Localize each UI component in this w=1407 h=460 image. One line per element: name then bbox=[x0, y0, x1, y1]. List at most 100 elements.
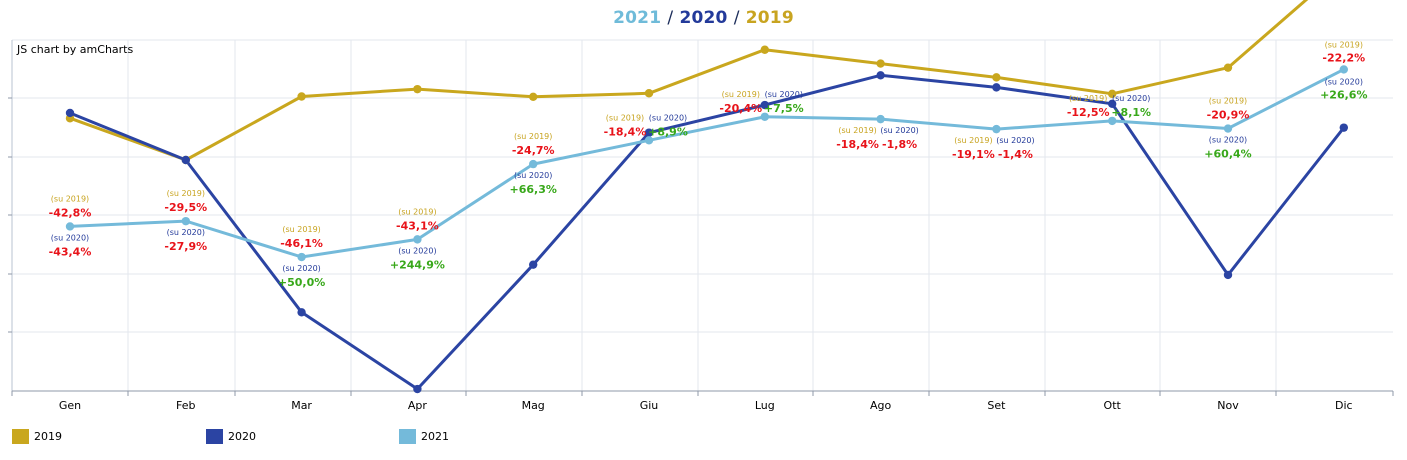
annotation-pct-vs2020: +7,5% bbox=[764, 102, 804, 115]
data-point-2021 bbox=[297, 252, 306, 262]
x-tick-label: Nov bbox=[1217, 399, 1239, 412]
data-point-2021 bbox=[529, 159, 538, 169]
annotation-label-vs2020: (su 2020) bbox=[167, 228, 205, 237]
annotation-pct-vs2020: +26,6% bbox=[1320, 88, 1367, 101]
title-2019: 2019 bbox=[745, 8, 794, 28]
annotation-label-vs2020: (su 2020) bbox=[514, 171, 552, 180]
chart-grid bbox=[8, 39, 1394, 396]
title-separator: / bbox=[667, 8, 674, 28]
annotation-label-vs2020: (su 2020) bbox=[765, 90, 803, 99]
x-tick-label: Lug bbox=[755, 399, 775, 412]
data-point-2021 bbox=[1108, 116, 1117, 126]
data-point-2021 bbox=[1223, 124, 1233, 133]
series-line-2019 bbox=[69, 0, 1309, 162]
legend-item-2019[interactable]: 2019 bbox=[12, 427, 62, 445]
legend-swatch bbox=[206, 428, 223, 444]
data-point-2021 bbox=[760, 112, 769, 121]
data-point-2019 bbox=[760, 45, 769, 54]
annotation-label-vs2019: (su 2019) bbox=[398, 207, 436, 216]
annotation-label-vs2020: (su 2020) bbox=[880, 126, 918, 135]
annotation-pct-vs2019: -46,1% bbox=[280, 237, 323, 250]
data-point-2021 bbox=[181, 216, 190, 226]
annotation-label-vs2020: (su 2020) bbox=[996, 136, 1034, 145]
data-point-2020 bbox=[1223, 270, 1233, 280]
legend-label: 2019 bbox=[34, 429, 62, 443]
annotation-label-vs2020: (su 2020) bbox=[1209, 136, 1247, 145]
x-tick-label: Set bbox=[987, 399, 1006, 412]
legend-swatch bbox=[12, 428, 29, 444]
annotation-pct-vs2019: -12,5% bbox=[1067, 106, 1110, 119]
data-point-2020 bbox=[1108, 99, 1117, 109]
data-point-2019 bbox=[413, 84, 422, 94]
annotation-pct-vs2020: -1,4% bbox=[998, 148, 1033, 161]
data-point-2019 bbox=[529, 92, 538, 101]
chart-legend: 2019 2020 2021 bbox=[12, 427, 1012, 447]
annotation-pct-vs2019: -29,5% bbox=[164, 201, 207, 214]
chart-credit-link[interactable]: JS chart by amCharts bbox=[17, 43, 134, 56]
x-tick-label: Giu bbox=[640, 399, 659, 412]
annotation-label-vs2020: (su 2020) bbox=[282, 264, 320, 273]
annotation-label-vs2020: (su 2020) bbox=[649, 113, 687, 122]
annotation-label-vs2019: (su 2019) bbox=[1069, 94, 1107, 103]
data-point-2021 bbox=[644, 136, 654, 145]
annotation-label-vs2019: (su 2019) bbox=[606, 113, 644, 122]
data-point-2021 bbox=[876, 114, 885, 124]
annotation-pct-vs2019: -22,2% bbox=[1322, 51, 1365, 64]
x-tick-label: Ott bbox=[1104, 399, 1122, 412]
x-tick-label: Gen bbox=[59, 399, 81, 412]
x-tick-label: Ago bbox=[870, 399, 892, 412]
annotation-pct-vs2020: +60,4% bbox=[1204, 148, 1251, 161]
annotation-label-vs2019: (su 2019) bbox=[1325, 40, 1363, 49]
data-point-2020 bbox=[65, 108, 75, 118]
annotation-label-vs2019: (su 2019) bbox=[954, 136, 992, 145]
data-point-2020 bbox=[644, 128, 654, 137]
data-point-2021 bbox=[413, 235, 422, 244]
data-point-2019 bbox=[1108, 89, 1117, 99]
annotation-label-vs2019: (su 2019) bbox=[514, 132, 552, 141]
data-point-2020 bbox=[181, 155, 190, 165]
annotation-label-vs2020: (su 2020) bbox=[1325, 77, 1363, 86]
data-point-2019 bbox=[876, 59, 885, 68]
annotation-pct-vs2020: +244,9% bbox=[390, 258, 445, 271]
annotation-pct-vs2019: -43,1% bbox=[396, 219, 439, 232]
annotation-pct-vs2020: -27,9% bbox=[164, 240, 207, 253]
data-point-2019 bbox=[1223, 63, 1233, 72]
annotation-pct-vs2020: +66,3% bbox=[510, 183, 557, 196]
annotation-pct-vs2020: +50,0% bbox=[278, 276, 325, 289]
data-point-2020 bbox=[760, 100, 769, 110]
legend-item-2020[interactable]: 2020 bbox=[206, 427, 256, 445]
annotation-pct-vs2019: -18,4% bbox=[604, 125, 647, 138]
annotation-pct-vs2020: +8,1% bbox=[1111, 106, 1151, 119]
data-point-2019 bbox=[992, 73, 1001, 82]
title-separator: / bbox=[733, 8, 740, 28]
annotation-pct-vs2020: -43,4% bbox=[49, 245, 92, 258]
annotation-label-vs2019: (su 2019) bbox=[51, 194, 89, 203]
annotation-label-vs2019: (su 2019) bbox=[282, 225, 320, 234]
legend-label: 2021 bbox=[421, 429, 449, 443]
title-2020: 2020 bbox=[679, 8, 728, 28]
legend-swatch bbox=[399, 428, 416, 444]
annotation-label-vs2019: (su 2019) bbox=[167, 189, 205, 198]
x-tick-label: Mag bbox=[522, 399, 545, 412]
x-tick-label: Dic bbox=[1335, 399, 1353, 412]
x-axis-labels: Gen Feb Mar Apr Mag Giu Lug Ago Set Ott Nov Dic bbox=[59, 399, 1353, 412]
chart-lines bbox=[69, 0, 1345, 391]
annotation-pct-vs2019: -20,4% bbox=[719, 102, 762, 115]
data-point-2020 bbox=[529, 260, 538, 269]
annotation-pct-vs2019: -42,8% bbox=[49, 206, 92, 219]
annotation-pct-vs2019: -24,7% bbox=[512, 144, 555, 157]
annotation-label-vs2019: (su 2019) bbox=[838, 126, 876, 135]
legend-item-2021[interactable]: 2021 bbox=[399, 427, 449, 445]
annotation-pct-vs2019: -19,1% bbox=[952, 148, 995, 161]
data-point-2021 bbox=[1339, 65, 1349, 74]
annotation-label-vs2020: (su 2020) bbox=[1112, 94, 1150, 103]
data-point-2019 bbox=[297, 92, 306, 101]
data-point-2020 bbox=[413, 384, 422, 394]
annotation-pct-vs2020: +8,9% bbox=[648, 125, 688, 138]
annotation-label-vs2019: (su 2019) bbox=[722, 90, 760, 99]
series-line-2020 bbox=[69, 73, 1345, 391]
title-2021: 2021 bbox=[613, 8, 662, 28]
data-point-2021 bbox=[992, 124, 1001, 134]
series-line-2021 bbox=[69, 68, 1345, 259]
x-tick-label: Mar bbox=[291, 399, 312, 412]
